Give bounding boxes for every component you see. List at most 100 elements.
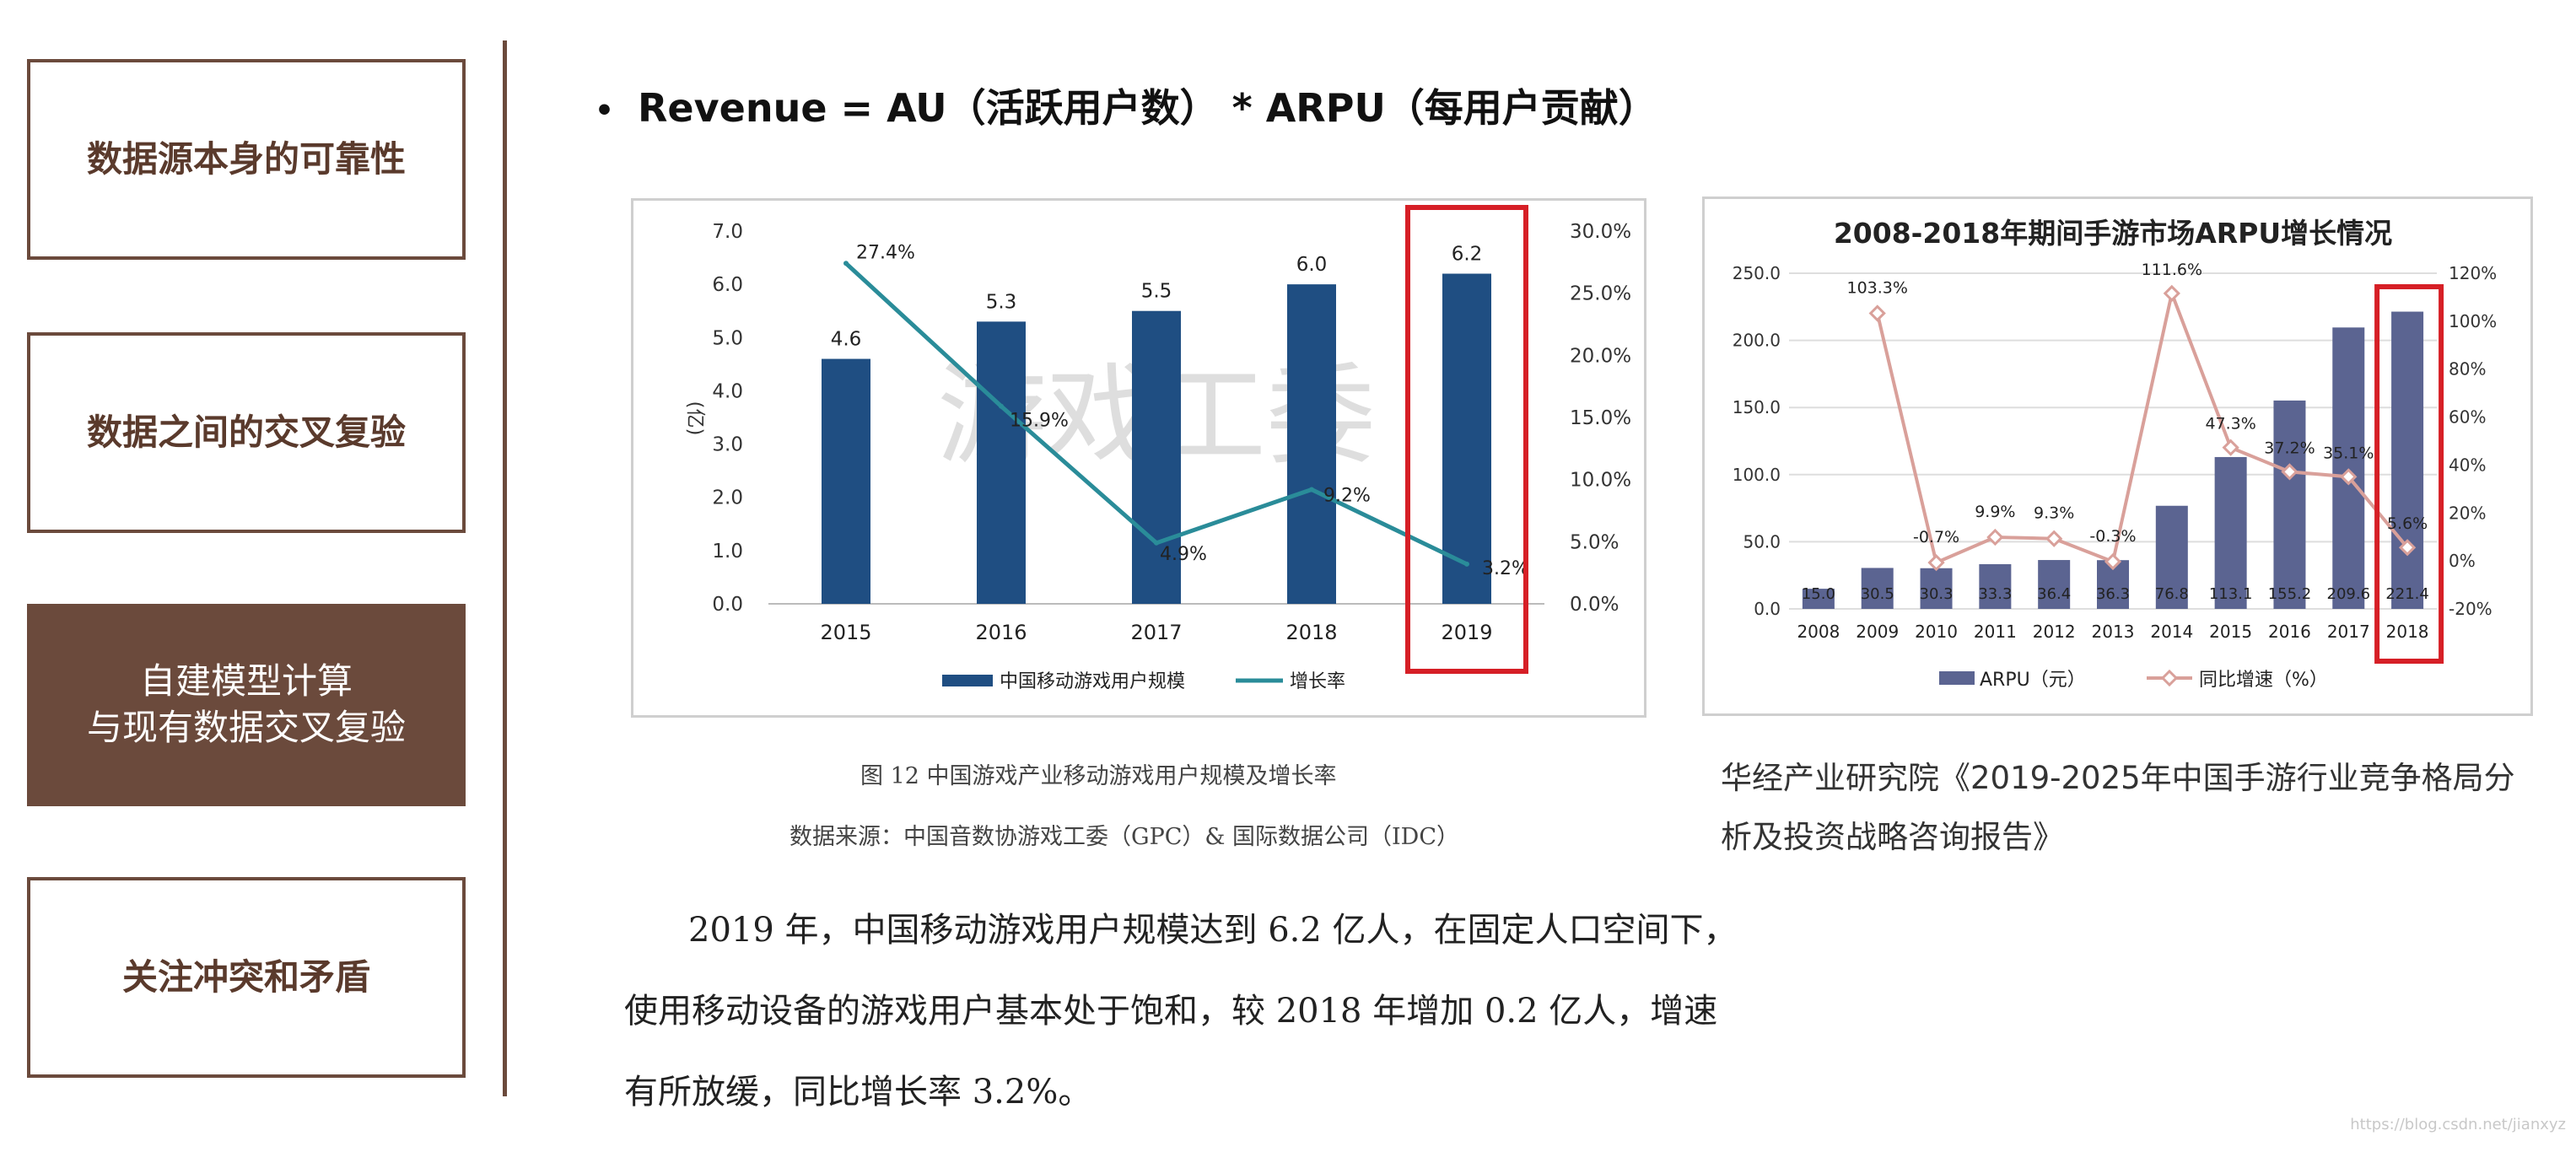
x-tick-label: 2008 — [1797, 622, 1840, 642]
x-tick-label: 2015 — [2209, 622, 2252, 642]
line-point — [2222, 439, 2239, 456]
line-point — [2104, 552, 2122, 571]
bar-value-label: 5.5 — [1141, 281, 1172, 303]
line-value-label: 103.3% — [1847, 278, 1908, 297]
y2-tick-label: 100% — [2449, 311, 2497, 331]
growth-rate-line — [1875, 287, 2409, 565]
line-value-label: 9.2% — [1323, 485, 1371, 506]
line-point — [1309, 487, 1314, 493]
bar-value-label: 6.0 — [1296, 254, 1328, 276]
highlight-box-2018 — [2374, 284, 2444, 664]
bar-value-label: 76.8 — [2155, 585, 2189, 603]
line-point — [1868, 304, 1886, 322]
legend-label: 增长率 — [1290, 671, 1345, 692]
bar-value-label: 221.4 — [2385, 585, 2429, 603]
y2-tick-label: 25.0% — [1570, 283, 1631, 305]
y-tick-label: 2.0 — [712, 487, 743, 509]
bar-value-label: 30.3 — [1920, 585, 1954, 603]
line-value-label: 47.3% — [2205, 415, 2255, 433]
bar — [1287, 284, 1336, 604]
y2-tick-label: 30.0% — [1570, 221, 1631, 243]
y-tick-label: 150.0 — [1733, 397, 1781, 417]
figure-caption: 图 12 中国游戏产业移动游戏用户规模及增长率 — [860, 763, 1337, 789]
legend-label: 中国移动游戏用户规模 — [1000, 671, 1185, 692]
x-tick-label: 2013 — [2092, 622, 2135, 642]
highlight-box-2019 — [1405, 205, 1528, 674]
bar — [1861, 568, 1894, 609]
line-value-label: -0.3% — [2089, 527, 2136, 546]
y-tick-label: 200.0 — [1733, 331, 1781, 351]
y-tick-label: 250.0 — [1733, 263, 1781, 283]
bar — [1442, 273, 1491, 604]
y-tick-label: 7.0 — [712, 221, 743, 243]
line-point — [1154, 540, 1159, 546]
bar — [2391, 311, 2424, 609]
y2-tick-label: 20.0% — [1570, 345, 1631, 367]
y-tick-label: 0.0 — [1754, 599, 1781, 619]
line-point — [2340, 468, 2358, 486]
line-point — [999, 403, 1004, 409]
bar — [2038, 560, 2071, 609]
data-source-caption: 数据来源：中国音数协游戏工委（GPC）& 国际数据公司（IDC） — [790, 824, 1459, 850]
x-tick-label: 2016 — [2268, 622, 2311, 642]
sidebar-item-label: 数据之间的交叉复验 — [86, 411, 406, 453]
y-tick-label: 50.0 — [1743, 531, 1781, 552]
legend-swatch-marker — [2160, 669, 2179, 687]
paragraph-line: 使用移动设备的游戏用户基本处于饱和，较 2018 年增加 0.2 亿人，增速 — [624, 992, 1718, 1031]
bar — [1132, 310, 1181, 604]
line-value-label: 3.2% — [1482, 558, 1529, 579]
bar-value-label: 36.3 — [2096, 585, 2130, 603]
sidebar-item-label: 自建模型计算 — [139, 660, 353, 703]
x-tick-label: 2018 — [2386, 622, 2429, 642]
bar — [2273, 400, 2306, 609]
bar — [2214, 456, 2247, 609]
y2-tick-label: 60% — [2449, 407, 2486, 428]
user-scale-chart-frame: 游戏工委0.01.02.03.04.05.06.07.00.0%5.0%10.0… — [631, 198, 1646, 718]
source-line: 华经产业研究院《2019-2025年中国手游行业竞争格局分 — [1721, 760, 2515, 796]
legend-label: ARPU（元） — [1980, 670, 2086, 691]
bar-value-label: 113.1 — [2209, 585, 2253, 603]
y2-tick-label: 15.0% — [1570, 407, 1631, 429]
y2-tick-label: 40% — [2449, 455, 2486, 475]
line-value-label: 37.2% — [2264, 439, 2315, 457]
bar-value-label: 15.0 — [1802, 585, 1835, 603]
y-axis-label: (亿) — [684, 401, 706, 436]
sidebar-item-cross-verification[interactable]: 数据之间的交叉复验 — [27, 332, 466, 533]
sidebar-item-label: 关注冲突和矛盾 — [121, 956, 370, 998]
line-value-label: 5.6% — [2387, 514, 2428, 533]
user-scale-chart: 游戏工委0.01.02.03.04.05.06.07.00.0%5.0%10.0… — [684, 205, 1631, 692]
line-value-label: 27.4% — [856, 242, 915, 263]
sidebar-item-label: 数据源本身的可靠性 — [86, 137, 406, 180]
y-tick-label: 100.0 — [1733, 465, 1781, 485]
legend-swatch-bar — [1939, 671, 1975, 685]
sidebar-item-conflicts[interactable]: 关注冲突和矛盾 — [27, 877, 466, 1078]
y2-tick-label: 120% — [2449, 263, 2497, 283]
bar — [822, 358, 870, 604]
sidebar-item-model-cross-verification[interactable]: 自建模型计算 与现有数据交叉复验 — [27, 604, 466, 806]
line-point — [2281, 463, 2298, 481]
line-point — [1927, 554, 1945, 572]
line-point — [2398, 539, 2417, 557]
paragraph-line: 有所放缓，同比增长率 3.2%。 — [624, 1073, 1092, 1112]
y2-tick-label: 0.0% — [1570, 594, 1619, 616]
x-tick-label: 2015 — [820, 621, 871, 644]
line-value-label: 4.9% — [1160, 544, 1207, 565]
y2-tick-label: 80% — [2449, 359, 2486, 380]
sidebar-item-data-source-reliability[interactable]: 数据源本身的可靠性 — [27, 59, 466, 260]
x-tick-label: 2017 — [2327, 622, 2370, 642]
legend-label: 同比增速（%） — [2199, 670, 2328, 691]
x-tick-label: 2019 — [1441, 621, 1492, 644]
bar-value-label: 209.6 — [2327, 585, 2371, 603]
y-tick-label: 6.0 — [712, 274, 743, 296]
x-tick-label: 2014 — [2150, 622, 2193, 642]
y-tick-label: 0.0 — [712, 594, 743, 616]
y2-tick-label: 10.0% — [1570, 470, 1631, 492]
chart-title: 2008-2018年期间手游市场ARPU增长情况 — [1834, 217, 2392, 250]
bar-value-label: 6.2 — [1452, 244, 1483, 266]
line-value-label: 15.9% — [1010, 411, 1069, 432]
y2-tick-label: 5.0% — [1570, 531, 1619, 553]
arpu-chart-frame: 2008-2018年期间手游市场ARPU增长情况 0.0 50.0 100.0 150.… — [1702, 196, 2533, 716]
x-tick-label: 2009 — [1856, 622, 1899, 642]
bar — [1979, 563, 2012, 609]
y2-tick-label: -20% — [2449, 599, 2492, 619]
